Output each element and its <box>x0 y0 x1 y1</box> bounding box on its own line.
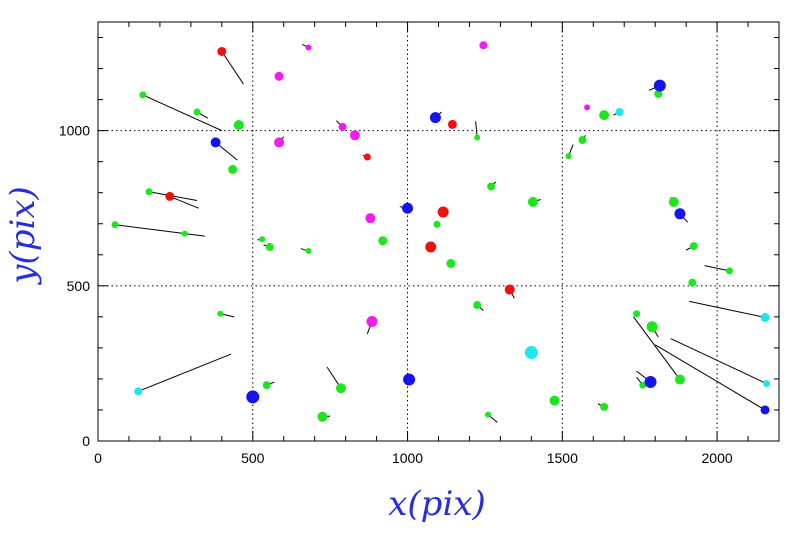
x-tick-label: 500 <box>241 450 265 466</box>
data-point-green <box>228 164 238 174</box>
data-point-red <box>363 153 371 161</box>
data-point-green <box>262 381 271 390</box>
data-points <box>111 41 771 422</box>
data-point-green <box>725 267 733 275</box>
data-point-green <box>139 91 147 99</box>
data-point-cyan <box>134 387 143 396</box>
data-point-green <box>233 120 244 131</box>
data-point-green <box>485 411 492 418</box>
data-point-green <box>446 258 456 268</box>
data-point-green <box>259 236 266 243</box>
vector-line <box>114 224 205 237</box>
data-point-green <box>473 301 482 310</box>
data-point-green <box>600 402 609 411</box>
data-point-blue <box>760 405 770 415</box>
data-point-green <box>433 220 441 228</box>
data-point-green <box>111 221 119 229</box>
data-point-green <box>317 411 328 422</box>
vector-line <box>142 94 223 132</box>
data-point-cyan <box>524 346 538 360</box>
vector-line <box>221 51 244 85</box>
data-point-blue <box>429 112 441 124</box>
x-tick-label: 1000 <box>392 450 423 466</box>
data-point-green <box>549 395 560 406</box>
data-point-red <box>437 206 449 218</box>
data-point-green <box>578 135 587 144</box>
x-tick-label: 0 <box>94 450 102 466</box>
data-point-green <box>565 153 572 160</box>
data-point-magenta <box>366 316 378 328</box>
data-point-green <box>265 243 274 252</box>
data-point-magenta <box>305 44 312 51</box>
tick-labels: 0 500 1000 1500 2000 0 500 1000 <box>59 123 733 466</box>
vector-line <box>633 316 681 380</box>
vector-line <box>169 195 199 209</box>
data-point-magenta <box>349 130 360 141</box>
data-point-magenta <box>584 104 591 111</box>
data-point-magenta <box>338 122 347 131</box>
x-tick-label: 2000 <box>702 450 733 466</box>
data-point-green <box>181 230 188 237</box>
data-point-cyan <box>763 380 771 388</box>
data-point-green <box>646 321 658 333</box>
data-point-magenta <box>365 213 376 224</box>
data-point-blue <box>674 208 686 220</box>
vector-line <box>654 344 766 411</box>
y-tick-label: 500 <box>67 278 91 294</box>
data-point-blue <box>210 137 221 148</box>
vector-line <box>670 338 767 385</box>
data-point-green <box>654 90 663 99</box>
data-point-green <box>689 242 698 251</box>
data-point-magenta <box>274 71 284 81</box>
data-point-red <box>217 46 227 56</box>
data-point-magenta <box>479 41 488 50</box>
data-point-green <box>378 236 388 246</box>
data-point-magenta <box>274 137 285 148</box>
data-point-green <box>599 110 610 121</box>
data-point-green <box>305 248 312 255</box>
data-point-blue <box>653 79 666 92</box>
vector-line <box>689 300 766 318</box>
data-point-green <box>639 381 647 389</box>
displacement-vectors <box>114 43 767 423</box>
axis-ticks <box>97 22 780 442</box>
y-axis-label: y(pix) <box>3 186 43 286</box>
data-point-green <box>193 108 201 116</box>
data-point-cyan <box>615 108 624 117</box>
data-point-blue <box>246 390 260 404</box>
y-tick-label: 1000 <box>59 123 90 139</box>
x-tick-label: 1500 <box>547 450 578 466</box>
x-axis-label: x(pix) <box>388 484 486 524</box>
vector-line <box>704 265 730 272</box>
data-point-green <box>527 197 538 208</box>
data-point-cyan <box>760 312 770 322</box>
data-point-blue <box>403 373 416 386</box>
data-point-green <box>688 278 697 287</box>
data-point-red <box>425 241 437 253</box>
data-point-green <box>474 134 481 141</box>
data-point-red <box>504 284 515 295</box>
y-tick-label: 0 <box>82 433 90 449</box>
grid-lines <box>98 22 779 441</box>
data-point-green <box>145 188 153 196</box>
data-point-green <box>674 374 685 385</box>
data-point-green <box>335 383 346 394</box>
data-point-red <box>165 191 175 201</box>
data-point-blue <box>644 376 657 389</box>
data-point-green <box>487 182 496 191</box>
data-point-green <box>217 310 224 317</box>
vector-line <box>138 353 232 392</box>
data-point-green <box>668 197 679 208</box>
data-point-green <box>633 310 641 318</box>
data-point-red <box>447 119 457 129</box>
data-point-blue <box>402 202 414 214</box>
